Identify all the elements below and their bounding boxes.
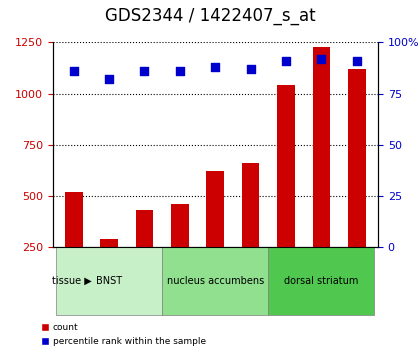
- Point: [212, 64, 219, 70]
- Text: GSM134720: GSM134720: [317, 250, 326, 301]
- Text: GSM134717: GSM134717: [211, 250, 220, 301]
- Point: [71, 68, 77, 74]
- Point: [318, 56, 325, 62]
- Text: GSM134714: GSM134714: [105, 250, 113, 301]
- Bar: [65, 192, 83, 298]
- Text: GSM134716: GSM134716: [176, 250, 184, 301]
- FancyBboxPatch shape: [268, 247, 375, 315]
- Bar: [206, 171, 224, 298]
- Text: GDS2344 / 1422407_s_at: GDS2344 / 1422407_s_at: [105, 7, 315, 25]
- Text: nucleus accumbens: nucleus accumbens: [167, 276, 264, 286]
- Bar: [171, 204, 189, 298]
- Text: GSM134721: GSM134721: [352, 250, 361, 301]
- Bar: [348, 69, 366, 298]
- Legend: count, percentile rank within the sample: count, percentile rank within the sample: [38, 320, 209, 349]
- Point: [141, 68, 148, 74]
- Point: [106, 76, 113, 82]
- Text: GSM134715: GSM134715: [140, 250, 149, 301]
- Text: GSM134713: GSM134713: [69, 250, 78, 301]
- FancyBboxPatch shape: [162, 247, 268, 315]
- Bar: [100, 239, 118, 298]
- Text: GSM134718: GSM134718: [246, 250, 255, 301]
- Point: [176, 68, 183, 74]
- Point: [353, 58, 360, 64]
- Bar: [242, 163, 260, 298]
- Text: BNST: BNST: [96, 276, 122, 286]
- Bar: [312, 47, 330, 298]
- Bar: [136, 210, 153, 298]
- Point: [247, 66, 254, 72]
- Bar: [277, 85, 295, 298]
- Text: tissue ▶: tissue ▶: [52, 276, 92, 286]
- Point: [283, 58, 289, 64]
- Text: GSM134719: GSM134719: [281, 250, 291, 301]
- Text: dorsal striatum: dorsal striatum: [284, 276, 359, 286]
- FancyBboxPatch shape: [56, 247, 162, 315]
